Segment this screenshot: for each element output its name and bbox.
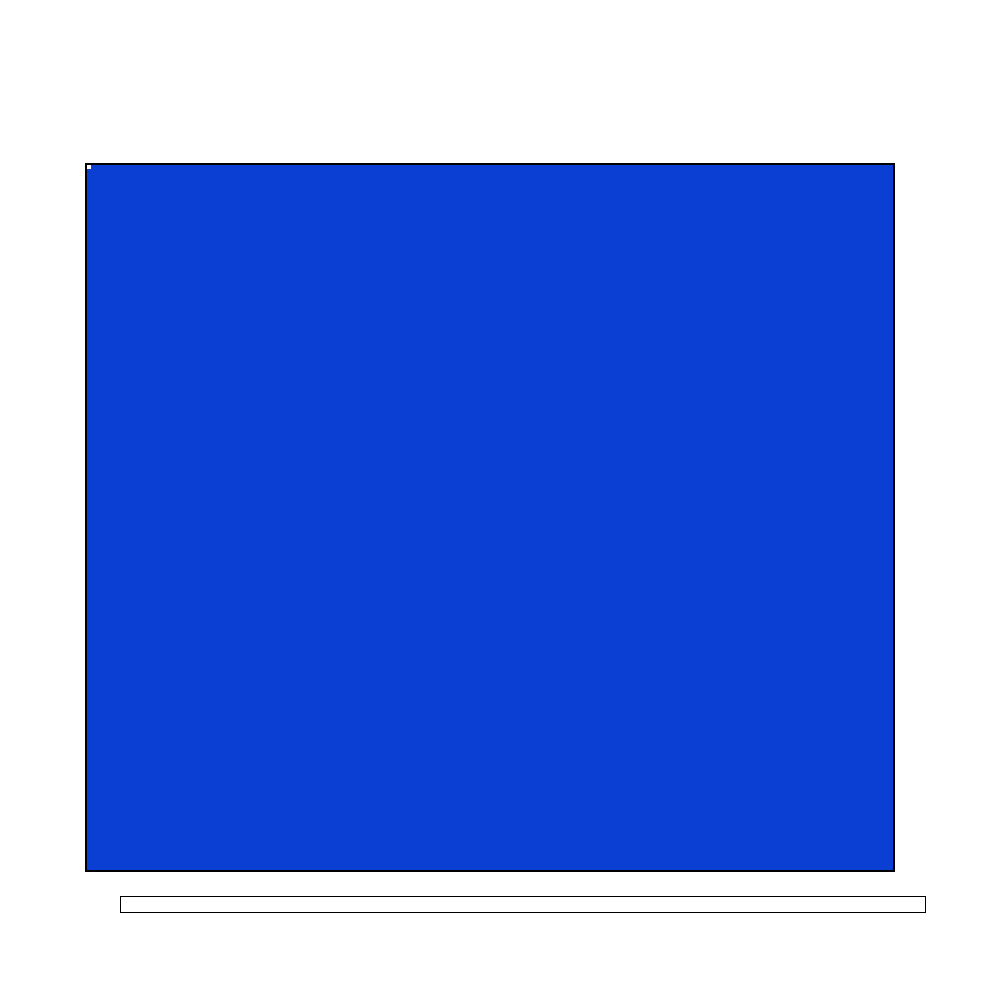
map-panel[interactable] xyxy=(85,163,895,872)
terrain-contour-overlay xyxy=(87,165,893,870)
inset-domain-boundary xyxy=(87,165,91,169)
colorbar-gradient xyxy=(120,896,926,913)
terrain-colorfield xyxy=(87,165,893,870)
colorbar-panel xyxy=(0,893,1000,953)
